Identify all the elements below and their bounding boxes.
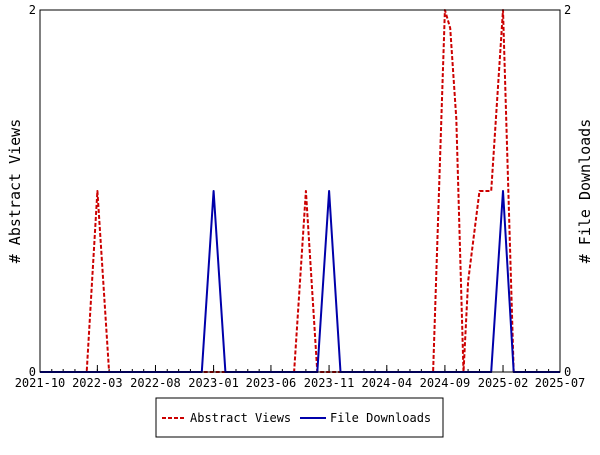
- x-tick-label: 2022-03: [72, 376, 123, 390]
- series-layer: [40, 9, 560, 373]
- x-tick-label: 2021-10: [15, 376, 66, 390]
- y-tick-label-right: 0: [564, 365, 571, 379]
- y-tick-label-left: 2: [29, 3, 36, 17]
- ticks-layer: [39, 365, 561, 372]
- x-tick-label: 2025-07: [535, 376, 586, 390]
- legend-label-file-downloads: File Downloads: [330, 411, 431, 425]
- x-tick-label: 2024-04: [362, 376, 413, 390]
- x-tick-label: 2025-02: [478, 376, 529, 390]
- y-axis-label-left: # Abstract Views: [6, 119, 24, 264]
- labels-layer: 2021-10 2022-03 2022-08 2023-01 2023-06 2023-…: [15, 3, 586, 390]
- y-axis-label-right: # File Downloads: [576, 119, 594, 264]
- x-tick-label: 2023-01: [188, 376, 239, 390]
- legend: Abstract Views File Downloads: [155, 397, 444, 438]
- legend-box: [155, 397, 444, 438]
- x-tick-label: 2024-09: [420, 376, 471, 390]
- x-tick-label: 2023-06: [246, 376, 297, 390]
- plot-frame: [39, 9, 561, 373]
- x-tick-label: 2023-11: [304, 376, 355, 390]
- y-tick-label-right: 2: [564, 3, 571, 17]
- x-tick-label: 2022-08: [130, 376, 181, 390]
- legend-label-abstract-views: Abstract Views: [190, 411, 291, 425]
- series-line-file-downloads: [40, 190, 560, 373]
- series-line-abstract-views: [40, 9, 560, 373]
- y-tick-label-left: 0: [29, 365, 36, 379]
